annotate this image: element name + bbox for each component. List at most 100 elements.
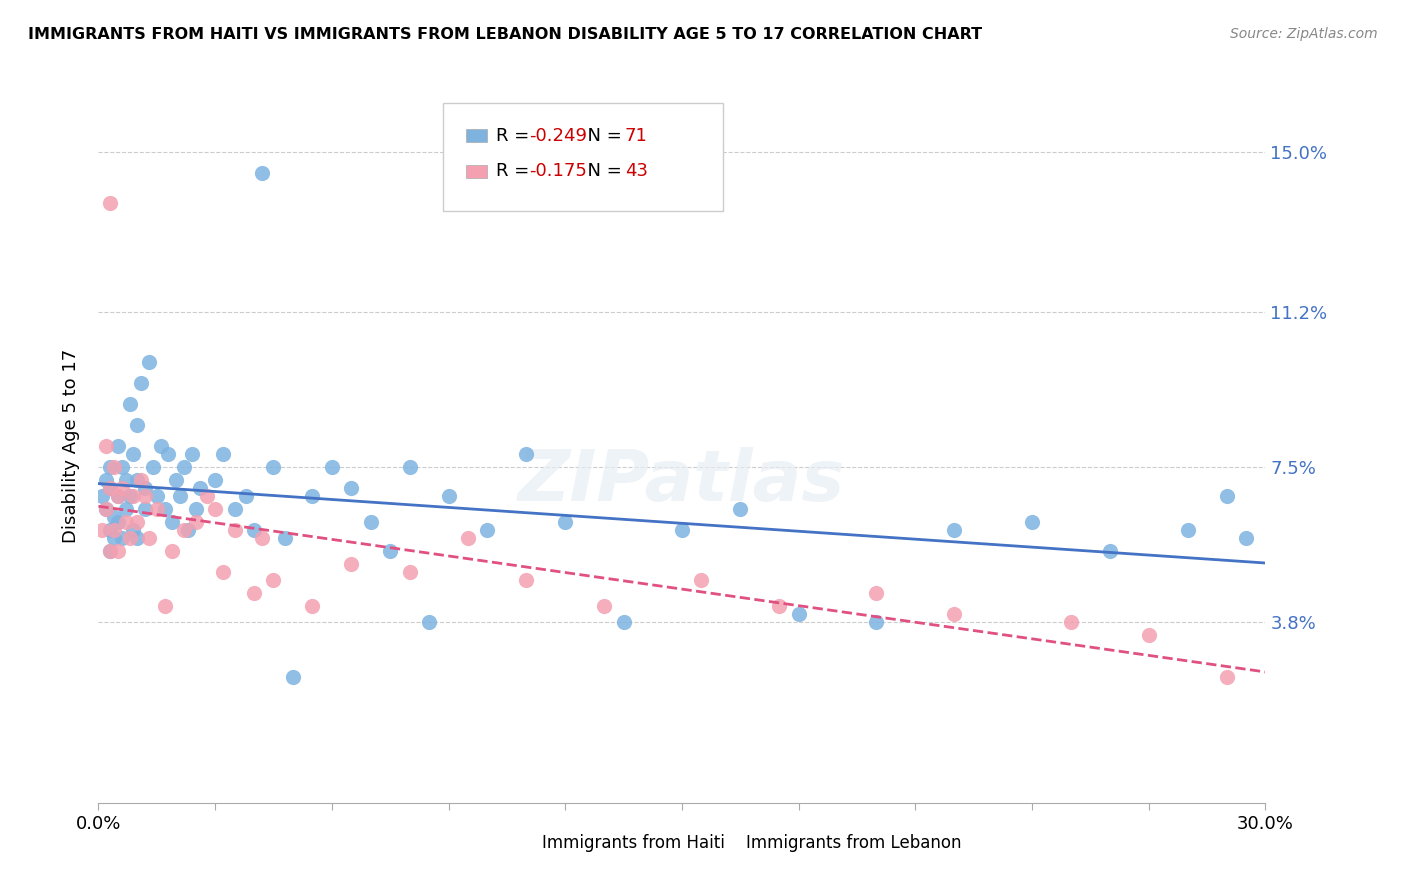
Point [243, 586, 266, 600]
Point [204, 473, 226, 487]
Point [129, 473, 152, 487]
Point [865, 586, 887, 600]
Point [301, 599, 323, 613]
Point [865, 615, 887, 630]
FancyBboxPatch shape [443, 103, 723, 211]
Point [162, 515, 184, 529]
Point [281, 670, 304, 684]
Point [146, 502, 169, 516]
Point [103, 532, 125, 546]
Point [250, 532, 273, 546]
Point [1177, 523, 1199, 537]
Point [157, 447, 180, 461]
Point [184, 515, 207, 529]
Point [1215, 489, 1237, 503]
Point [127, 417, 149, 432]
Point [107, 489, 129, 503]
Text: Immigrants from Haiti: Immigrants from Haiti [541, 834, 724, 852]
Point [103, 523, 125, 537]
Point [118, 532, 141, 546]
FancyBboxPatch shape [519, 837, 540, 849]
Text: -0.249: -0.249 [529, 127, 588, 145]
Text: R =: R = [496, 127, 536, 145]
Point [768, 599, 790, 613]
Point [165, 473, 187, 487]
Point [134, 489, 156, 503]
Point [153, 599, 176, 613]
Point [380, 544, 402, 558]
Point [98, 481, 121, 495]
Point [96, 502, 118, 516]
Point [204, 502, 226, 516]
Point [212, 447, 235, 461]
Point [554, 515, 576, 529]
Point [98, 460, 121, 475]
Point [114, 515, 136, 529]
Point [107, 489, 129, 503]
FancyBboxPatch shape [723, 837, 744, 849]
Point [134, 481, 156, 495]
Text: R =: R = [496, 162, 536, 180]
Text: -0.175: -0.175 [529, 162, 586, 180]
Point [224, 523, 246, 537]
Text: N =: N = [575, 162, 627, 180]
Point [515, 447, 537, 461]
Point [138, 355, 160, 369]
Point [122, 489, 145, 503]
Point [184, 502, 207, 516]
Point [122, 447, 145, 461]
Point [262, 574, 284, 588]
Point [515, 574, 537, 588]
Point [1137, 628, 1160, 642]
Point [98, 544, 121, 558]
Point [138, 532, 160, 546]
Point [118, 397, 141, 411]
Point [146, 489, 169, 503]
Point [274, 532, 297, 546]
Point [250, 166, 273, 180]
Point [103, 460, 125, 475]
Point [1060, 615, 1083, 630]
Point [1098, 544, 1121, 558]
Point [457, 532, 479, 546]
Point [134, 502, 156, 516]
Point [477, 523, 499, 537]
Point [127, 532, 149, 546]
Text: 43: 43 [624, 162, 648, 180]
Point [1215, 670, 1237, 684]
Point [690, 574, 713, 588]
Point [437, 489, 460, 503]
Text: Source: ZipAtlas.com: Source: ZipAtlas.com [1230, 27, 1378, 41]
Point [787, 607, 810, 621]
Point [243, 523, 266, 537]
Point [340, 481, 363, 495]
Point [114, 502, 136, 516]
Point [98, 195, 121, 210]
Point [98, 523, 121, 537]
Point [96, 502, 118, 516]
Point [153, 502, 176, 516]
Point [98, 481, 121, 495]
Point [188, 481, 211, 495]
Text: N =: N = [575, 127, 627, 145]
Text: Immigrants from Lebanon: Immigrants from Lebanon [747, 834, 962, 852]
Point [142, 460, 165, 475]
Text: ZIPatlas: ZIPatlas [519, 447, 845, 516]
Point [98, 544, 121, 558]
Point [91, 523, 114, 537]
Point [180, 447, 202, 461]
Point [107, 439, 129, 453]
Point [103, 510, 125, 524]
Point [398, 460, 420, 475]
Point [169, 489, 191, 503]
Point [111, 532, 134, 546]
Point [118, 489, 141, 503]
Point [613, 615, 636, 630]
FancyBboxPatch shape [465, 165, 486, 178]
Point [127, 515, 149, 529]
Point [671, 523, 693, 537]
Point [173, 460, 195, 475]
Point [360, 515, 382, 529]
Point [418, 615, 440, 630]
Point [262, 460, 284, 475]
